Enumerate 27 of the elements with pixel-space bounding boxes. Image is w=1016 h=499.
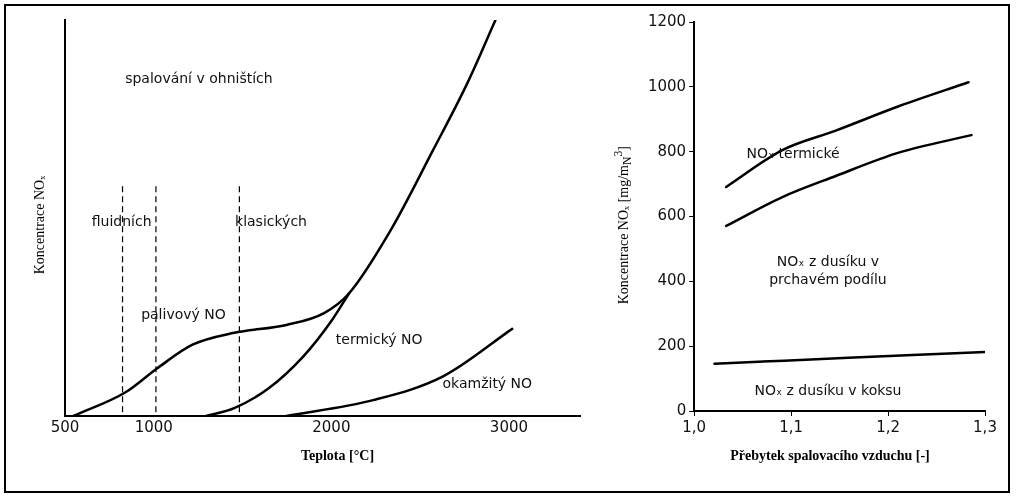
- x-tick-label: 1,1: [779, 417, 804, 436]
- annotation: NOₓ termické: [746, 144, 840, 161]
- annotation: NOₓ z dusíku v koksu: [754, 382, 902, 399]
- x-tick-label: 1,2: [876, 417, 900, 436]
- annotation: okamžitý NO: [442, 374, 533, 391]
- y-tick-label: 800: [657, 141, 687, 160]
- annotation: klasických: [235, 212, 307, 229]
- annotation: NOₓ z dusíku v prchavém podílu: [769, 252, 887, 287]
- x-axis-title: Přebytek spalovacího vzduchu [-]: [729, 448, 931, 464]
- x-tick-label: 3000: [489, 417, 529, 436]
- y-tick-label: 400: [657, 271, 687, 290]
- y-tick-label: 0: [676, 400, 687, 419]
- x-axis-title: Teplota [°C]: [299, 448, 376, 464]
- x-tick-label: 500: [50, 417, 80, 436]
- x-tick-label: 1000: [134, 417, 173, 436]
- y-tick-label: 1200: [647, 11, 687, 30]
- y-tick-label: 1000: [647, 76, 687, 95]
- annotation: spalování v ohništích: [125, 70, 273, 87]
- annotation: termický NO: [335, 331, 423, 348]
- y-tick-label: 200: [657, 336, 687, 355]
- x-tick-label: 1,0: [682, 417, 707, 436]
- y-tick-label: 600: [657, 206, 687, 225]
- x-tick-label: 2000: [312, 417, 351, 436]
- annotation: fluidních: [91, 212, 152, 229]
- annotation: palivový NO: [141, 305, 226, 322]
- y-axis-title: Koncentrace NOₓ: [31, 175, 48, 275]
- x-tick-label: 1,3: [973, 417, 997, 436]
